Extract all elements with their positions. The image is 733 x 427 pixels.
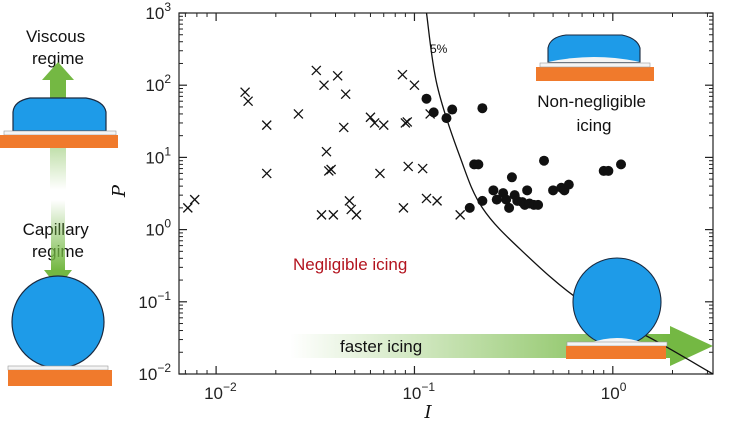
faster-icing-arrow-icon [670,326,713,366]
cross-marker [369,117,380,128]
cross-marker [402,116,413,127]
dot-marker [441,113,452,124]
dot-marker [447,104,458,115]
dot-marker [522,185,533,196]
cross-marker [455,209,466,220]
cross-marker [240,87,251,98]
cross-marker [326,164,337,175]
y-tick-label: 101 [145,144,171,167]
capillary-arrow-tail [51,200,65,270]
dot-markers [421,93,627,213]
x-tick-label: 10−1 [402,380,435,403]
viscous-regime-label: Viscous regime [26,27,90,68]
non-negligible-icing-label: Non-negligible icing [537,92,650,135]
y-tick-label: 10−2 [138,361,171,384]
dot-marker [506,172,517,183]
y-tick-label: 102 [145,72,171,95]
cross-marker [182,202,193,213]
cross-marker [321,146,332,157]
viscous-arrow-icon [42,62,74,95]
dot-marker [533,199,544,210]
dot-marker [473,159,484,170]
cross-marker [261,120,272,131]
inset-ice-layer [548,57,640,62]
x-tick-label: 100 [601,380,627,403]
cross-marker [378,120,389,131]
y-tick-label: 103 [145,0,171,23]
capillary-droplet-icon [11,275,105,369]
cross-marker [344,195,355,206]
axis-ticks: 10−2 10−1 100 10−2 10−1 100 101 102 103 [138,0,713,403]
dot-marker [603,165,614,176]
negligible-icing-label: Negligible icing [293,255,407,274]
cross-marker [398,202,409,213]
cross-marker [340,89,351,100]
dot-marker [563,179,574,190]
non-negligible-inset [536,34,654,81]
inset-spread-droplet-icon [547,34,641,63]
capillary-substrate-icon [8,370,112,386]
capillary-substrate-top [7,365,109,371]
inset-spread-substrate-icon [536,67,654,81]
cross-marker [417,163,428,174]
dot-marker [491,194,502,205]
cross-marker [319,80,329,91]
y-axis-label: P [109,184,130,198]
cross-marker [397,69,408,80]
viscous-substrate-top [3,130,117,136]
y-tick-label: 10−1 [138,289,171,312]
boundary-label: 5% [430,42,448,56]
dot-marker [421,93,432,104]
bottom-right-inset [566,257,668,359]
cross-marker [421,193,432,204]
cross-marker [338,122,349,133]
dot-marker [548,185,559,196]
cross-marker [332,70,343,81]
inset-round-substrate-icon [566,346,666,359]
dot-marker [488,185,499,196]
dot-marker [428,107,439,118]
cross-marker [316,209,327,220]
cross-marker [365,112,376,123]
y-tick-label: 100 [145,217,171,240]
cross-marker [261,168,272,179]
cross-marker [293,108,304,119]
dot-marker [539,155,550,166]
viscous-substrate-icon [0,135,118,148]
cross-marker [374,168,385,179]
cross-marker [328,209,339,220]
cross-marker [189,194,200,205]
faster-icing-label: faster icing [340,337,422,356]
cross-marker [311,65,322,76]
dot-marker [504,202,515,213]
regime-panel: Viscous regime Capillary regime [0,27,118,386]
dot-marker [477,195,488,206]
dot-marker [464,202,475,213]
five-percent-boundary-curve [425,13,713,374]
dot-marker [616,159,627,170]
cross-marker [409,80,420,91]
cross-marker [243,96,254,107]
x-axis-label: I [423,402,432,423]
dot-marker [477,103,488,114]
cross-marker [351,209,362,220]
viscous-droplet-icon [12,97,107,132]
plot-area [178,12,714,375]
inset-round-droplet-icon [572,257,662,347]
cross-marker [432,195,443,206]
cross-marker [403,161,414,172]
cross-markers [182,65,466,220]
inset-spread-substrate-top [539,62,651,68]
inset-round-substrate-top [566,341,668,347]
dot-marker [501,194,512,205]
x-tick-label: 10−2 [204,380,237,403]
plot-frame [178,12,714,375]
